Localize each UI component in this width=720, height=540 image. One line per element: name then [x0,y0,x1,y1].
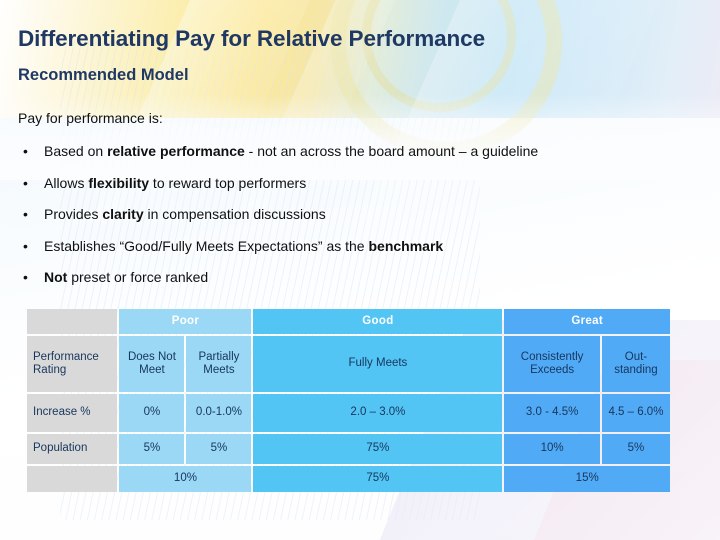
cell-rating-outstanding: Out-standing [601,336,670,392]
cell-population-partially-meets: 5% [186,434,252,464]
cell-rating-partially-meets: Partially Meets [186,336,252,392]
bullet-text: Establishes “Good/Fully Meets Expectatio… [44,237,444,254]
cell-increase-does-not-meet: 0% [119,394,185,432]
bullet-marker-icon: • [23,269,28,285]
cell-increase-consistently-exceeds: 3.0 - 4.5% [504,394,600,432]
slide-subtitle: Recommended Model [18,66,189,84]
bullet-item: • Provides clarity in compensation discus… [18,204,708,225]
table-row-bands: Poor Good Great [27,309,670,334]
cell-population-consistently-exceeds: 10% [504,434,600,464]
bullet-item: • Allows flexibility to reward top perfor… [18,173,708,194]
bullet-item: • Based on relative performance - not an … [18,141,708,162]
bullet-marker-icon: • [23,206,28,222]
bullet-item: • Establishes “Good/Fully Meets Expectati… [18,236,708,257]
cell-population-fully-meets: 75% [253,434,503,464]
cell-rating-fully-meets: Fully Meets [253,336,503,392]
bullet-text: Based on relative performance - not an a… [44,143,539,159]
table-row: Population 5% 5% 75% 10% 5% [27,434,670,464]
band-good: Good [253,309,503,334]
band-blank-cell [27,309,118,334]
performance-pay-table: Poor Good Great Performance Rating Does … [25,307,672,494]
band-poor: Poor [119,309,252,334]
bullet-text: Provides clarity in compensation discuss… [44,206,326,222]
bullet-marker-icon: • [23,237,28,254]
cell-population-outstanding: 5% [601,434,670,464]
cell-rating-does-not-meet: Does Not Meet [119,336,185,392]
cell-population-does-not-meet: 5% [119,434,185,464]
bullet-marker-icon: • [23,143,28,159]
totals-poor: 10% [119,466,252,492]
table-row: Performance Rating Does Not Meet Partial… [27,336,670,392]
row-label-performance-rating: Performance Rating [27,336,118,392]
bullet-marker-icon: • [23,174,28,191]
bullet-text: Allows flexibility to reward top perform… [44,174,307,191]
bullet-text: Not preset or force ranked [44,269,209,285]
cell-increase-outstanding: 4.5 – 6.0% [601,394,670,432]
totals-good: 75% [253,466,503,492]
table-row: Increase % 0% 0.0-1.0% 2.0 – 3.0% 3.0 - … [27,394,670,432]
totals-blank-cell [27,466,118,492]
totals-great: 15% [504,466,670,492]
band-great: Great [504,309,670,334]
lead-text: Pay for performance is: [18,110,163,126]
row-label-population: Population [27,434,118,464]
background-top-fade [0,0,720,180]
table-row-totals: 10% 75% 15% [27,466,670,492]
bullet-list: • Based on relative performance - not an … [18,141,708,299]
bullet-item: • Not preset or force ranked [18,267,708,288]
cell-increase-partially-meets: 0.0-1.0% [186,394,252,432]
row-label-increase-percent: Increase % [27,394,118,432]
cell-rating-consistently-exceeds: Consistently Exceeds [504,336,600,392]
cell-increase-fully-meets: 2.0 – 3.0% [253,394,503,432]
slide-title: Differentiating Pay for Relative Perform… [18,26,485,51]
